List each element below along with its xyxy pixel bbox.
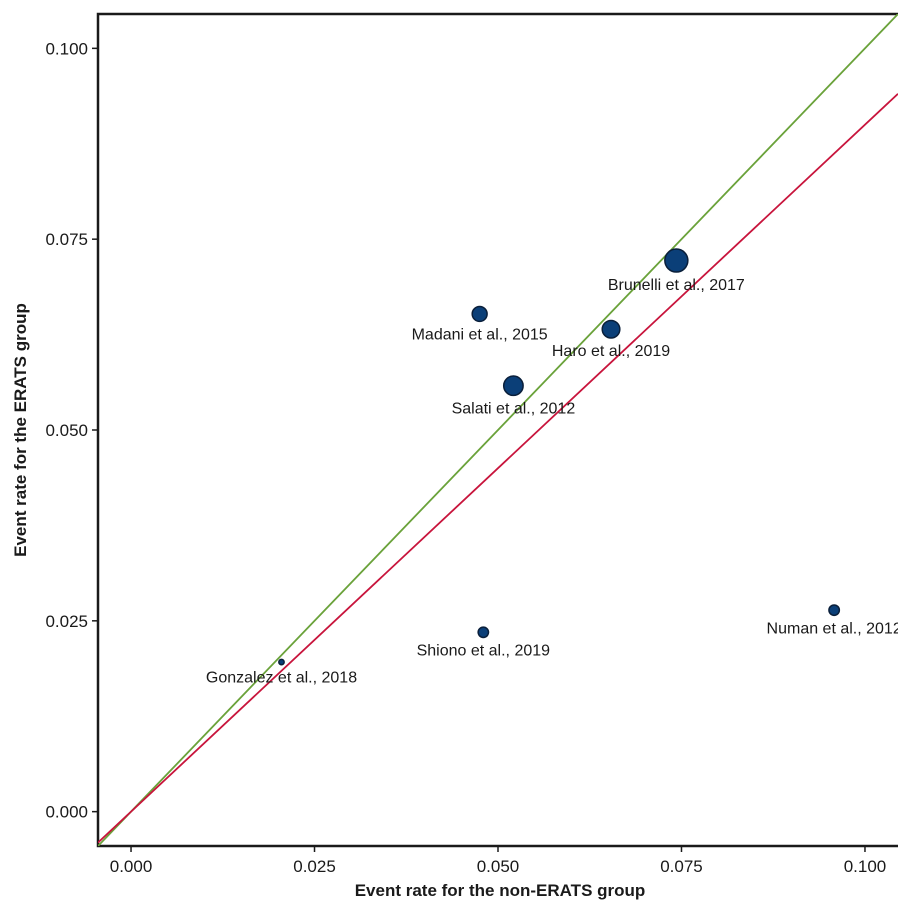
data-point	[278, 658, 285, 666]
data-point	[601, 319, 621, 339]
y-tick-label: 0.000	[45, 803, 88, 822]
x-axis-title: Event rate for the non-ERATS group	[355, 881, 646, 900]
data-point-label: Haro et al., 2019	[552, 343, 670, 360]
data-point	[828, 604, 841, 617]
data-point	[477, 626, 490, 639]
axis-ticks: 0.000 0.025 0.050 0.075 0.100 0.000 0.025 0.050…	[45, 39, 886, 876]
data-point	[471, 305, 488, 323]
data-point-label: Shiono et al., 2019	[417, 642, 551, 659]
data-point-label: Salati et al., 2012	[452, 400, 576, 417]
data-points	[278, 248, 841, 666]
y-tick-label: 0.050	[45, 421, 88, 440]
x-tick-label: 0.050	[477, 857, 520, 876]
y-tick-label: 0.025	[45, 612, 88, 631]
x-tick-label: 0.000	[110, 857, 153, 876]
data-point-label: Madani et al., 2015	[412, 326, 548, 343]
y-axis-title: Event rate for the ERATS group	[11, 303, 30, 557]
x-tick-label: 0.025	[293, 857, 336, 876]
data-point-label: Brunelli et al., 2017	[608, 277, 745, 294]
data-point-label: Gonzalez et al., 2018	[206, 670, 357, 687]
data-point	[502, 375, 524, 397]
x-tick-label: 0.100	[844, 857, 887, 876]
y-tick-label: 0.100	[45, 39, 88, 58]
data-point	[664, 248, 689, 273]
data-point-labels: Brunelli et al., 2017 Madani et al., 2015…	[206, 277, 898, 687]
y-tick-label: 0.075	[45, 230, 88, 249]
reference-line-2	[98, 93, 898, 844]
data-point-label: Numan et al., 2012	[767, 620, 898, 637]
reference-line-1	[98, 14, 898, 846]
reference-lines	[98, 14, 898, 846]
x-tick-label: 0.075	[660, 857, 703, 876]
